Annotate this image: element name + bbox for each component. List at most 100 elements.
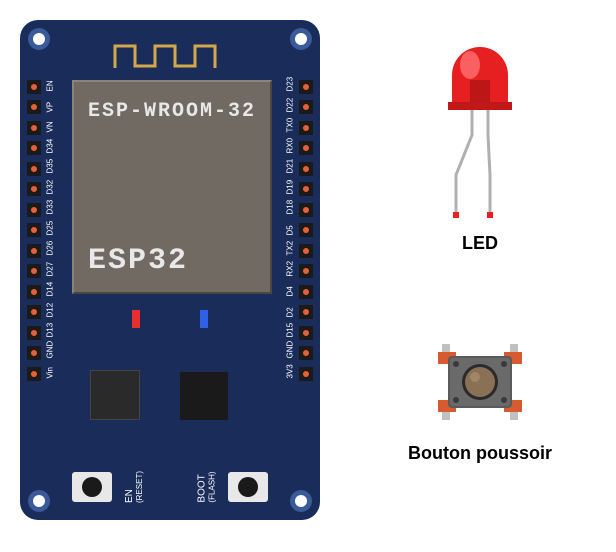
pin-hole — [27, 141, 41, 155]
pin-label: GND — [46, 348, 55, 358]
pushbutton-icon — [420, 330, 540, 430]
pin-row: VP — [27, 99, 55, 116]
status-led-indicator — [200, 310, 208, 328]
pin-row: D18 — [285, 201, 313, 218]
pin-hole — [299, 305, 313, 319]
boot-button[interactable] — [228, 472, 268, 502]
pin-hole — [27, 346, 41, 360]
boot-button-label: BOOT (FLASH) — [196, 471, 216, 502]
pin-label: D21 — [286, 164, 295, 174]
pin-row: D19 — [285, 181, 313, 198]
led-label: LED — [420, 233, 540, 254]
pin-hole — [299, 80, 313, 94]
pin-row: D5 — [285, 222, 313, 239]
pin-hole — [27, 244, 41, 258]
pin-row: D12 — [27, 304, 55, 321]
pin-label: D32 — [46, 184, 55, 194]
pin-hole — [299, 141, 313, 155]
pin-label: D35 — [46, 164, 55, 174]
pin-hole — [299, 285, 313, 299]
pin-hole — [299, 182, 313, 196]
esp32-board: ESP-WROOM-32 ESP32 EN VP VN D34 D35 D32 D33 D25… — [20, 20, 320, 520]
pin-hole — [27, 326, 41, 340]
mounting-hole — [28, 28, 50, 50]
pin-row: D26 — [27, 242, 55, 259]
pin-hole — [27, 121, 41, 135]
pin-label: D25 — [46, 225, 55, 235]
pin-header-right: D23 D22 TX0 RX0 D21 D19 D18 D5 TX2 RX2 D4 D2 D15 GND 3… — [285, 78, 313, 382]
pin-label: D22 — [286, 102, 295, 112]
pin-label: EN — [46, 82, 55, 92]
pin-hole — [27, 285, 41, 299]
pin-hole — [299, 121, 313, 135]
pin-row: GND — [27, 345, 55, 362]
pin-row: D23 — [285, 78, 313, 95]
mounting-hole — [28, 490, 50, 512]
shield-model-text: ESP-WROOM-32 — [88, 100, 256, 123]
mounting-hole — [290, 28, 312, 50]
pushbutton-component: Bouton poussoir — [400, 330, 560, 464]
pin-label: D23 — [286, 82, 295, 92]
pin-row: D13 — [27, 324, 55, 341]
pin-label: GND — [286, 348, 295, 358]
pin-row: EN — [27, 78, 55, 95]
pin-label: D34 — [46, 143, 55, 153]
pin-hole — [299, 264, 313, 278]
led-icon — [430, 40, 530, 220]
pin-row: D32 — [27, 181, 55, 198]
pin-row: RX2 — [285, 263, 313, 280]
pin-row: D15 — [285, 324, 313, 341]
pin-hole — [299, 244, 313, 258]
usb-chip — [90, 370, 140, 420]
pin-label: D15 — [286, 328, 295, 338]
pin-label: D12 — [46, 307, 55, 317]
pin-hole — [299, 346, 313, 360]
pin-row: VN — [27, 119, 55, 136]
pin-row: D34 — [27, 140, 55, 157]
power-led-indicator — [132, 310, 140, 328]
led-component: LED — [420, 40, 540, 254]
pin-label: 3V3 — [286, 369, 295, 379]
pin-hole — [299, 162, 313, 176]
pin-hole — [27, 264, 41, 278]
en-button-area: EN (RESET) — [72, 472, 150, 502]
pin-label: VP — [46, 102, 55, 112]
pin-hole — [27, 100, 41, 114]
pin-label: TX0 — [286, 123, 295, 133]
pin-label: D18 — [286, 205, 295, 215]
pin-row: D14 — [27, 283, 55, 300]
pin-row: D25 — [27, 222, 55, 239]
pin-hole — [299, 326, 313, 340]
pin-label: D5 — [286, 225, 295, 235]
pin-label: VN — [46, 123, 55, 133]
pin-label: D33 — [46, 205, 55, 215]
pin-row: D27 — [27, 263, 55, 280]
pin-row: GND — [285, 345, 313, 362]
pin-label: D19 — [286, 184, 295, 194]
antenna-icon — [110, 38, 230, 70]
pin-hole — [299, 100, 313, 114]
pin-row: D21 — [285, 160, 313, 177]
pin-hole — [299, 223, 313, 237]
pin-row: Vin — [27, 365, 55, 382]
mounting-hole — [290, 490, 312, 512]
pin-hole — [27, 203, 41, 217]
en-button-label: EN (RESET) — [124, 471, 144, 503]
pin-hole — [27, 305, 41, 319]
shield-chip-text: ESP32 — [88, 244, 188, 278]
pin-row: D33 — [27, 201, 55, 218]
pin-row: TX2 — [285, 242, 313, 259]
pin-hole — [27, 182, 41, 196]
pin-label: D2 — [286, 307, 295, 317]
pin-label: RX2 — [286, 266, 295, 276]
pin-row: D4 — [285, 283, 313, 300]
pin-label: RX0 — [286, 143, 295, 153]
en-button[interactable] — [72, 472, 112, 502]
pin-row: RX0 — [285, 140, 313, 157]
pin-row: TX0 — [285, 119, 313, 136]
pin-label: D27 — [46, 266, 55, 276]
pin-row: D22 — [285, 99, 313, 116]
pin-hole — [299, 367, 313, 381]
pin-label: D14 — [46, 287, 55, 297]
pin-hole — [299, 203, 313, 217]
